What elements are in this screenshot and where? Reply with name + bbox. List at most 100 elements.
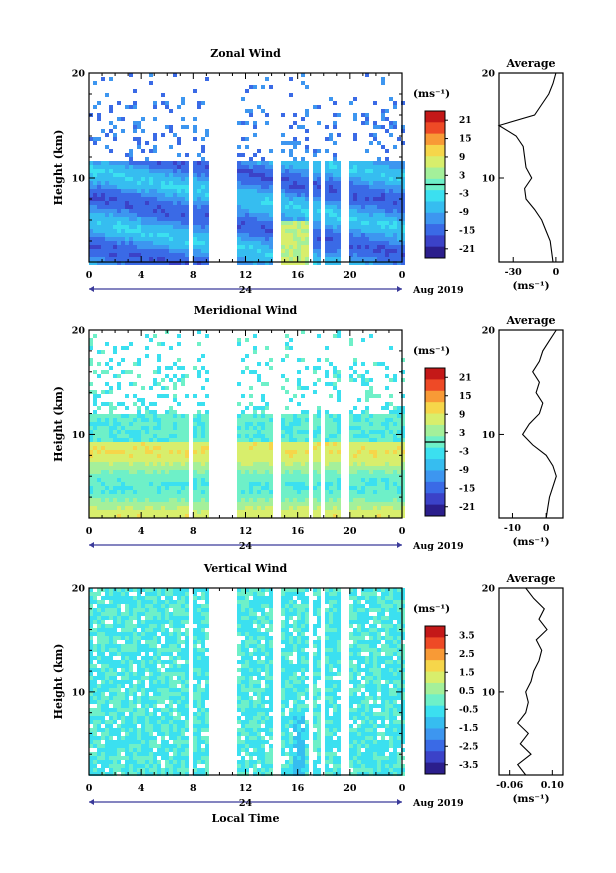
heatmap-cell [293, 422, 297, 426]
heatmap-cell [197, 434, 201, 438]
heatmap-cell [153, 628, 157, 632]
heatmap-cell [297, 189, 301, 193]
heatmap-cell [137, 422, 141, 426]
heatmap-cell [129, 434, 133, 438]
heatmap-cell [157, 696, 161, 700]
heatmap-cell [125, 426, 129, 430]
heatmap-cell [109, 616, 113, 620]
heatmap-cell [401, 506, 405, 510]
heatmap-cell [129, 241, 133, 245]
heatmap-cell [117, 161, 121, 165]
heatmap-cell [149, 221, 153, 225]
heatmap-cell [281, 358, 285, 362]
heatmap-cell [293, 470, 297, 474]
heatmap-cell [125, 213, 129, 217]
heatmap-cell [317, 181, 321, 185]
heatmap-cell [161, 724, 165, 728]
heatmap-cell [401, 434, 405, 438]
heatmap-cell [385, 193, 389, 197]
heatmap-cell [153, 494, 157, 498]
heatmap-cell [333, 382, 337, 386]
heatmap-cell [97, 588, 101, 592]
heatmap-cell [385, 181, 389, 185]
heatmap-cell [237, 418, 241, 422]
heatmap-cell [305, 177, 309, 181]
heatmap-cell [245, 494, 249, 498]
heatmap-cell [381, 474, 385, 478]
heatmap-cell [169, 189, 173, 193]
heatmap-cell [301, 173, 305, 177]
heatmap-cell [113, 261, 117, 265]
heatmap-cell [249, 442, 253, 446]
heatmap-cell [337, 201, 341, 205]
heatmap-cell [157, 732, 161, 736]
heatmap-cell [105, 732, 109, 736]
heatmap-cell [353, 478, 357, 482]
heatmap-cell [125, 454, 129, 458]
heatmap-cell [401, 454, 405, 458]
heatmap-cell [97, 688, 101, 692]
heatmap-cell [245, 205, 249, 209]
heatmap-cell [297, 193, 301, 197]
heatmap-cell [197, 514, 201, 518]
heatmap-cell [121, 346, 125, 350]
heatmap-cell [133, 772, 137, 776]
colorbar-swatch [425, 481, 445, 494]
heatmap-cell [293, 514, 297, 518]
heatmap-cell [133, 740, 137, 744]
heatmap-cell [393, 105, 397, 109]
heatmap-cell [121, 450, 125, 454]
heatmap-cell [193, 249, 197, 253]
heatmap-cell [121, 648, 125, 652]
heatmap-cell [109, 756, 113, 760]
heatmap-cell [253, 121, 257, 125]
heatmap-cell [137, 494, 141, 498]
heatmap-cell [201, 514, 205, 518]
heatmap-cell [137, 470, 141, 474]
heatmap-cell [313, 382, 317, 386]
heatmap-cell [109, 596, 113, 600]
heatmap-cell [265, 490, 269, 494]
heatmap-cell [369, 193, 373, 197]
heatmap-cell [393, 414, 397, 418]
heatmap-cell [137, 624, 141, 628]
heatmap-cell [285, 249, 289, 253]
heatmap-cell [145, 161, 149, 165]
heatmap-cell [313, 366, 317, 370]
heatmap-cell [161, 213, 165, 217]
heatmap-cell [117, 414, 121, 418]
heatmap-cell [133, 225, 137, 229]
heatmap-cell [269, 197, 273, 201]
heatmap-cell [377, 189, 381, 193]
heatmap-cell [305, 113, 309, 117]
heatmap-cell [337, 193, 341, 197]
heatmap-cell [285, 225, 289, 229]
heatmap-cell [337, 213, 341, 217]
heatmap-cell [245, 482, 249, 486]
heatmap-cell [133, 712, 137, 716]
heatmap-cell [249, 177, 253, 181]
heatmap-cell [157, 744, 161, 748]
heatmap-cell [161, 217, 165, 221]
heatmap-cell [285, 221, 289, 225]
heatmap-cell [129, 740, 133, 744]
heatmap-cell [137, 708, 141, 712]
heatmap-cell [165, 374, 169, 378]
heatmap-cell [237, 153, 241, 157]
heatmap-cell [137, 604, 141, 608]
heatmap-cell [201, 193, 205, 197]
heatmap-cell [269, 510, 273, 514]
heatmap-cell [105, 450, 109, 454]
heatmap-cell [165, 620, 169, 624]
heatmap-cell [381, 117, 385, 121]
heatmap-cell [205, 506, 209, 510]
heatmap-cell [149, 261, 153, 265]
heatmap-cell [137, 245, 141, 249]
heatmap-cell [357, 197, 361, 201]
heatmap-cell [257, 414, 261, 418]
heatmap-cell [121, 173, 125, 177]
heatmap-cell [293, 442, 297, 446]
heatmap-cell [153, 225, 157, 229]
heatmap-cell [269, 414, 273, 418]
